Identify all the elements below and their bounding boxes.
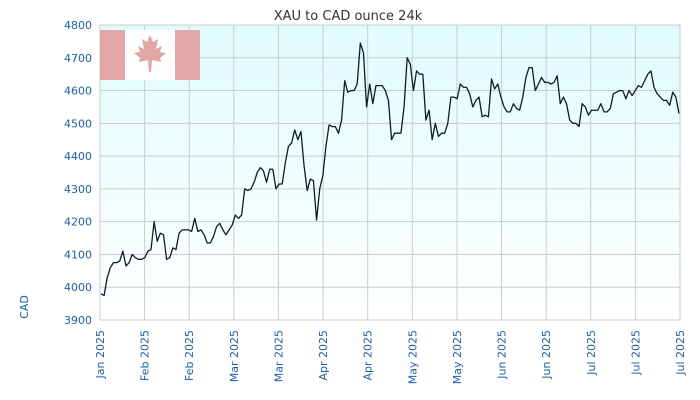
x-tick-label: Jul 2025 [629,330,642,376]
y-axis-label: CAD [18,295,31,319]
y-tick-label: 4700 [64,52,92,65]
x-tick-label: Jan 2025 [94,330,107,379]
x-tick-label: Jun 2025 [540,330,553,380]
x-tick-label: Mar 2025 [228,330,241,382]
x-tick-label: May 2025 [406,330,419,384]
y-tick-label: 4300 [64,183,92,196]
x-tick-label: Jul 2025 [674,330,687,376]
y-tick-label: 4100 [64,248,92,261]
x-tick-label: Mar 2025 [272,330,285,382]
canada-flag-icon [100,30,200,80]
x-tick-label: Jul 2025 [585,330,598,376]
x-axis: Jan 2025 Feb 2025 Feb 2025 Mar 2025 Mar 2025… [94,330,687,384]
y-tick-label: 4800 [64,19,92,32]
chart-title: XAU to CAD ounce 24k [274,9,423,24]
x-tick-label: Apr 2025 [362,330,375,381]
x-tick-label: May 2025 [451,330,464,384]
x-tick-label: Feb 2025 [183,330,196,381]
y-tick-label: 4400 [64,150,92,163]
y-tick-label: 4000 [64,281,92,294]
y-tick-label: 3900 [64,314,92,327]
plot-border [99,24,681,321]
x-tick-label: Jun 2025 [496,330,509,380]
x-tick-label: Apr 2025 [317,330,330,381]
y-tick-label: 4500 [64,117,92,130]
series-line [100,42,680,297]
y-tick-label: 4600 [64,85,92,98]
x-tick-label: Feb 2025 [139,330,152,381]
y-axis: 3900 4000 4100 4200 4300 4400 4500 4600 4700 4800 [64,19,92,327]
y-tick-label: 4200 [64,216,92,229]
series-group [100,42,680,297]
